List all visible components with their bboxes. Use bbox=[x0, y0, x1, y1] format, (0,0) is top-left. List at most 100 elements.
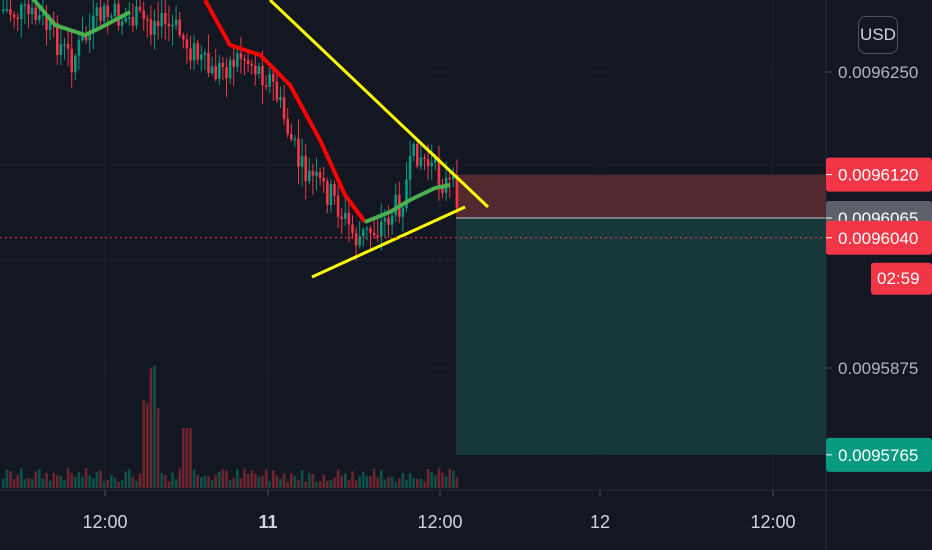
candle-body bbox=[336, 195, 340, 217]
candle-body bbox=[437, 158, 441, 185]
countdown-tag bbox=[871, 262, 932, 295]
volume-bar bbox=[329, 480, 333, 488]
volume-bar bbox=[124, 471, 127, 488]
volume-bar bbox=[333, 477, 336, 488]
volume-bar bbox=[290, 473, 293, 488]
volume-bar bbox=[56, 475, 59, 488]
candle-body bbox=[423, 157, 426, 160]
candle-body bbox=[160, 13, 163, 27]
candle-body bbox=[164, 13, 167, 24]
candle-body bbox=[315, 171, 318, 176]
candle-body bbox=[441, 184, 444, 193]
volume-bar bbox=[430, 472, 433, 488]
volume-bar bbox=[225, 470, 228, 488]
volume-bar bbox=[300, 470, 304, 488]
candle-body bbox=[286, 119, 289, 135]
volume-bar bbox=[426, 468, 430, 488]
candle-body bbox=[347, 212, 351, 225]
volume-bar bbox=[66, 468, 70, 488]
time-axis[interactable]: 12:00 11 12:00 12 12:00 bbox=[0, 489, 932, 532]
volume-bar bbox=[243, 468, 246, 488]
volume-bar bbox=[52, 472, 55, 488]
volume-bar bbox=[156, 408, 160, 488]
candle-body bbox=[394, 194, 397, 216]
volume-bar bbox=[437, 468, 441, 488]
wedge-trendlines[interactable] bbox=[268, 0, 490, 279]
candle-body bbox=[124, 17, 127, 22]
candle-body bbox=[297, 138, 300, 167]
price-tick-label: 0.0095875 bbox=[838, 359, 918, 378]
volume-bar bbox=[434, 474, 437, 488]
candle-body bbox=[41, 14, 45, 16]
volume-bar bbox=[268, 481, 271, 488]
candle-body bbox=[138, 6, 142, 11]
ma-segment-up bbox=[364, 183, 451, 224]
candle-body bbox=[95, 7, 99, 16]
volume-bar bbox=[23, 479, 27, 488]
candle-body bbox=[318, 171, 322, 179]
candle-body bbox=[189, 48, 192, 61]
volume-bar bbox=[383, 479, 387, 488]
volume-bar bbox=[95, 472, 99, 488]
volume-bar bbox=[113, 477, 117, 488]
price-axis[interactable]: 0.00962500.00958750.00961200.00960650.00… bbox=[825, 0, 932, 550]
candle-body bbox=[358, 236, 361, 246]
volume-bar bbox=[41, 478, 45, 488]
volume-bar bbox=[59, 475, 63, 488]
volume-bar bbox=[232, 478, 235, 488]
volume-bar bbox=[264, 469, 268, 488]
candle-body bbox=[171, 24, 174, 27]
volume-bar bbox=[246, 474, 250, 488]
candle-body bbox=[48, 20, 52, 31]
candle-body bbox=[192, 43, 196, 61]
candle-body bbox=[275, 81, 279, 101]
candle-body bbox=[63, 43, 66, 46]
candle-body bbox=[268, 74, 271, 87]
volume-bar bbox=[455, 477, 459, 488]
volume-bar bbox=[120, 480, 124, 488]
candle-body bbox=[135, 6, 138, 26]
candle-body bbox=[272, 74, 275, 82]
candle-body bbox=[59, 44, 63, 55]
volume-bar bbox=[228, 480, 232, 488]
candle-body bbox=[293, 138, 297, 141]
candle-body bbox=[99, 7, 102, 22]
volume-bar bbox=[207, 476, 210, 488]
candle-body bbox=[419, 157, 423, 167]
candle-body bbox=[243, 58, 246, 61]
candle-body bbox=[56, 22, 59, 55]
volume-bar bbox=[372, 468, 376, 488]
candle-body bbox=[146, 18, 149, 21]
volume-bar bbox=[239, 478, 243, 488]
volume-bar bbox=[297, 479, 300, 488]
last-price-tag-label: 0.0096040 bbox=[838, 229, 918, 248]
candle-body bbox=[5, 9, 9, 11]
candle-body bbox=[113, 3, 117, 17]
volume-bar bbox=[401, 473, 405, 488]
candle-body bbox=[117, 3, 120, 26]
volume-bar bbox=[326, 480, 329, 488]
candle-body bbox=[12, 14, 16, 18]
candle-body bbox=[196, 43, 199, 60]
candle-body bbox=[225, 67, 228, 79]
time-tick-label: 11 bbox=[258, 512, 277, 532]
candle-body bbox=[405, 179, 408, 209]
volume-bar bbox=[149, 368, 153, 488]
volume-bar bbox=[448, 468, 451, 488]
volume-bar bbox=[196, 475, 199, 488]
take-profit-tag-label: 0.0095765 bbox=[838, 446, 918, 465]
volume-bar bbox=[135, 481, 138, 488]
currency-button[interactable]: USD bbox=[858, 16, 898, 54]
candle-body bbox=[128, 17, 131, 19]
volume-bar bbox=[308, 473, 311, 488]
stop-loss-tag bbox=[826, 157, 932, 192]
volume-bar bbox=[452, 470, 455, 488]
candle-body bbox=[9, 9, 12, 15]
volume-bar bbox=[257, 476, 261, 488]
volume-bar bbox=[9, 471, 12, 488]
candle-body bbox=[416, 143, 419, 167]
short-position-tool[interactable] bbox=[456, 174, 826, 455]
volume-bar bbox=[48, 480, 52, 488]
candle-body bbox=[390, 215, 394, 225]
